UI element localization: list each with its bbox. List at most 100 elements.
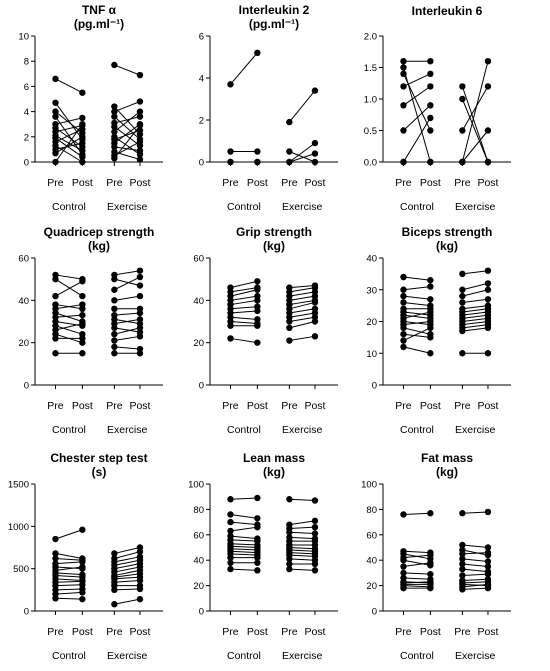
pair-line <box>461 130 489 163</box>
pair-line <box>462 282 489 291</box>
x-tick-label: Pre <box>47 400 64 412</box>
pre-point <box>459 586 466 593</box>
pre-point <box>459 83 466 90</box>
pre-point <box>52 75 59 83</box>
pre-point <box>286 318 293 325</box>
post-point <box>427 102 434 109</box>
post-point <box>136 309 144 317</box>
pair-line <box>289 308 316 314</box>
panel-4: Quadricep strength(kg) 0 20 40 60 Pre Post Pre P… <box>18 225 163 436</box>
pair-line <box>462 563 489 568</box>
group-label: Exercise <box>455 650 495 662</box>
pre-point <box>459 299 466 306</box>
pre-point <box>286 529 293 536</box>
pair-line <box>462 511 488 514</box>
pre-point <box>286 337 293 344</box>
pair-line <box>403 314 431 319</box>
pre-point <box>400 324 407 332</box>
post-point <box>311 497 319 504</box>
group-label: Exercise <box>282 650 322 662</box>
pre-point <box>400 64 407 71</box>
post-point <box>79 350 86 357</box>
post-point <box>79 139 86 147</box>
pair-line <box>462 270 489 275</box>
panel-1: TNF α(pg.ml⁻¹) 0 2 4 6 8 10 Pre Post Pre Post Contr… <box>18 3 163 213</box>
post-point <box>427 296 434 303</box>
pair-line <box>55 558 83 561</box>
pre-point <box>400 286 407 293</box>
pair-line <box>289 312 316 318</box>
group-label: Control <box>52 424 86 436</box>
post-point <box>79 335 86 342</box>
pair-line <box>230 289 258 297</box>
y-tick-label: 0 <box>199 381 204 392</box>
post-point <box>427 70 434 78</box>
pair-line <box>462 581 488 584</box>
pair-line <box>289 526 315 529</box>
post-point <box>79 320 86 327</box>
pair-line <box>114 312 141 316</box>
pre-point <box>286 555 293 563</box>
y-tick-label: 80 <box>193 505 204 516</box>
pre-point <box>111 305 118 312</box>
pair-line <box>289 142 316 163</box>
pair-line <box>55 304 83 310</box>
pair-line <box>230 543 258 546</box>
post-point <box>484 570 492 578</box>
post-point <box>254 307 261 315</box>
pair-line <box>114 576 140 580</box>
panel-6: Biceps strength(kg) 0 10 20 30 40 Pre Post Pre Po… <box>366 225 511 436</box>
post-point <box>484 584 492 592</box>
panel-title: Quadricep strength <box>44 225 155 239</box>
post-point <box>136 108 144 115</box>
pair-line <box>403 327 431 335</box>
pair-line <box>403 562 431 568</box>
panel-subtitle: (kg) <box>88 239 110 253</box>
post-point <box>79 563 86 571</box>
post-point <box>136 147 144 154</box>
panel-5: Grip strength(kg) 0 20 40 60 Pre Post Pre Post Co… <box>193 225 338 436</box>
panel-subtitle: (pg.ml⁻¹) <box>249 17 299 31</box>
panel-subtitle: (kg) <box>263 465 285 479</box>
pair-line <box>288 90 316 123</box>
pre-point <box>111 155 118 162</box>
pair-line <box>289 568 315 571</box>
pair-line <box>462 544 489 548</box>
y-tick-label: 20 <box>18 338 29 349</box>
pair-line <box>403 117 431 163</box>
pair-line <box>55 123 83 163</box>
pair-line <box>403 585 431 588</box>
post-point <box>254 515 261 522</box>
y-tick-label: 2.0 <box>364 32 377 43</box>
pre-point <box>227 518 234 526</box>
pair-line <box>55 323 83 331</box>
post-point <box>484 158 492 166</box>
pre-point <box>111 123 118 130</box>
x-tick-label: Post <box>477 626 498 638</box>
y-tick-label: 20 <box>193 581 204 592</box>
pair-line <box>462 308 489 313</box>
post-point <box>136 138 144 146</box>
pair-line <box>55 142 83 150</box>
x-tick-label: Pre <box>281 400 298 412</box>
post-point <box>79 558 86 566</box>
pre-point <box>227 158 234 166</box>
pre-point <box>52 335 59 342</box>
y-tick-label: 500 <box>13 564 29 575</box>
y-tick-label: 1500 <box>8 480 29 491</box>
pair-line <box>462 327 489 332</box>
pair-line <box>289 552 315 555</box>
pre-point <box>227 511 234 518</box>
pair-line <box>289 531 315 535</box>
post-point <box>136 577 144 584</box>
x-tick-label: Pre <box>395 626 412 638</box>
pair-line <box>114 318 141 325</box>
y-tick-label: 40 <box>366 556 377 567</box>
post-point <box>427 584 434 592</box>
pair-line <box>230 52 258 85</box>
post-point <box>254 567 261 574</box>
post-point <box>79 153 86 161</box>
post-point <box>136 127 144 134</box>
pair-line <box>114 559 141 566</box>
pair-line <box>114 123 141 144</box>
